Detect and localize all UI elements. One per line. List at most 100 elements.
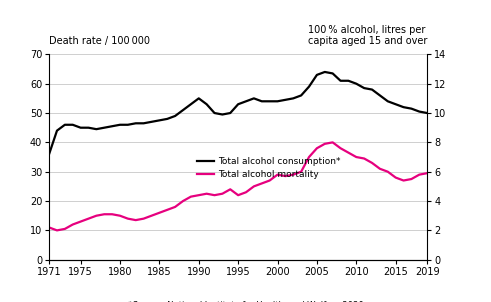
Total alcohol consumption* <box>377 94 383 97</box>
Total alcohol consumption* <box>282 98 288 102</box>
Total alcohol consumption* <box>141 121 147 125</box>
Total alcohol mortality <box>85 217 91 220</box>
Total alcohol mortality <box>172 205 178 209</box>
Total alcohol mortality <box>401 179 407 182</box>
Total alcohol consumption* <box>409 107 414 111</box>
Total alcohol mortality <box>424 171 430 175</box>
Total alcohol mortality <box>54 229 60 232</box>
Total alcohol mortality <box>377 167 383 171</box>
Total alcohol consumption* <box>62 123 68 127</box>
Total alcohol mortality <box>93 214 99 217</box>
Total alcohol consumption* <box>369 88 375 92</box>
Total alcohol consumption* <box>101 126 107 130</box>
Total alcohol consumption* <box>243 99 249 103</box>
Total alcohol consumption* <box>164 117 170 121</box>
Total alcohol mortality <box>70 223 76 226</box>
Total alcohol mortality <box>180 199 186 203</box>
Text: 100 % alcohol, litres per
capita aged 15 and over: 100 % alcohol, litres per capita aged 15… <box>308 24 427 46</box>
Total alcohol mortality <box>409 177 414 181</box>
Total alcohol consumption* <box>78 126 83 130</box>
Total alcohol consumption* <box>227 111 233 115</box>
Total alcohol mortality <box>164 208 170 212</box>
Total alcohol mortality <box>361 157 367 160</box>
Total alcohol mortality <box>259 182 265 185</box>
Total alcohol mortality <box>322 142 327 146</box>
Total alcohol consumption* <box>219 113 225 116</box>
Total alcohol consumption* <box>259 99 265 103</box>
Line: Total alcohol mortality: Total alcohol mortality <box>49 142 427 230</box>
Line: Total alcohol consumption*: Total alcohol consumption* <box>49 72 427 154</box>
Total alcohol consumption* <box>338 79 344 82</box>
Total alcohol mortality <box>141 217 147 220</box>
Total alcohol mortality <box>267 179 273 182</box>
Total alcohol mortality <box>346 151 352 154</box>
Total alcohol consumption* <box>54 129 60 133</box>
Total alcohol mortality <box>274 173 280 176</box>
Total alcohol consumption* <box>93 127 99 131</box>
Total alcohol consumption* <box>157 119 163 122</box>
Total alcohol consumption* <box>385 99 391 103</box>
Total alcohol mortality <box>125 217 131 220</box>
Total alcohol mortality <box>306 155 312 159</box>
Total alcohol mortality <box>212 193 218 197</box>
Total alcohol consumption* <box>46 152 52 156</box>
Total alcohol consumption* <box>117 123 123 127</box>
Total alcohol consumption* <box>188 102 194 106</box>
Total alcohol mortality <box>78 220 83 223</box>
Total alcohol consumption* <box>251 97 257 100</box>
Total alcohol consumption* <box>235 102 241 106</box>
Total alcohol consumption* <box>354 82 359 85</box>
Total alcohol consumption* <box>416 110 422 113</box>
Total alcohol mortality <box>188 195 194 198</box>
Total alcohol consumption* <box>290 97 296 100</box>
Total alcohol consumption* <box>125 123 131 127</box>
Total alcohol consumption* <box>361 86 367 90</box>
Total alcohol consumption* <box>149 120 155 124</box>
Total alcohol consumption* <box>274 99 280 103</box>
Total alcohol mortality <box>330 140 336 144</box>
Total alcohol consumption* <box>133 121 138 125</box>
Total alcohol mortality <box>243 191 249 194</box>
Total alcohol mortality <box>251 185 257 188</box>
Total alcohol mortality <box>219 192 225 195</box>
Total alcohol consumption* <box>204 102 210 106</box>
Total alcohol consumption* <box>322 70 327 74</box>
Total alcohol mortality <box>196 193 202 197</box>
Total alcohol mortality <box>133 218 138 222</box>
Total alcohol consumption* <box>346 79 352 82</box>
Total alcohol mortality <box>298 170 304 174</box>
Text: *Source: National Institute for Health  and Welfare 2020: *Source: National Institute for Health a… <box>128 301 363 302</box>
Total alcohol consumption* <box>70 123 76 127</box>
Total alcohol mortality <box>101 212 107 216</box>
Total alcohol consumption* <box>267 99 273 103</box>
Total alcohol consumption* <box>196 97 202 100</box>
Total alcohol consumption* <box>172 114 178 118</box>
Total alcohol mortality <box>314 146 320 150</box>
Total alcohol mortality <box>354 155 359 159</box>
Total alcohol consumption* <box>109 124 115 128</box>
Total alcohol mortality <box>109 212 115 216</box>
Total alcohol mortality <box>385 170 391 174</box>
Total alcohol consumption* <box>306 85 312 88</box>
Total alcohol consumption* <box>180 108 186 112</box>
Total alcohol mortality <box>235 193 241 197</box>
Total alcohol consumption* <box>330 72 336 75</box>
Legend: Total alcohol consumption*, Total alcohol mortality: Total alcohol consumption*, Total alcoho… <box>197 157 341 179</box>
Total alcohol consumption* <box>212 111 218 115</box>
Total alcohol mortality <box>416 173 422 176</box>
Total alcohol mortality <box>117 214 123 217</box>
Text: Death rate / 100 000: Death rate / 100 000 <box>49 36 150 46</box>
Total alcohol mortality <box>282 174 288 178</box>
Total alcohol mortality <box>227 188 233 191</box>
Total alcohol consumption* <box>424 111 430 115</box>
Total alcohol consumption* <box>85 126 91 130</box>
Total alcohol consumption* <box>298 94 304 97</box>
Total alcohol consumption* <box>393 102 399 106</box>
Total alcohol mortality <box>62 227 68 231</box>
Total alcohol mortality <box>204 192 210 195</box>
Total alcohol mortality <box>149 214 155 217</box>
Total alcohol mortality <box>369 161 375 165</box>
Total alcohol consumption* <box>401 105 407 109</box>
Total alcohol mortality <box>393 176 399 179</box>
Total alcohol mortality <box>290 173 296 176</box>
